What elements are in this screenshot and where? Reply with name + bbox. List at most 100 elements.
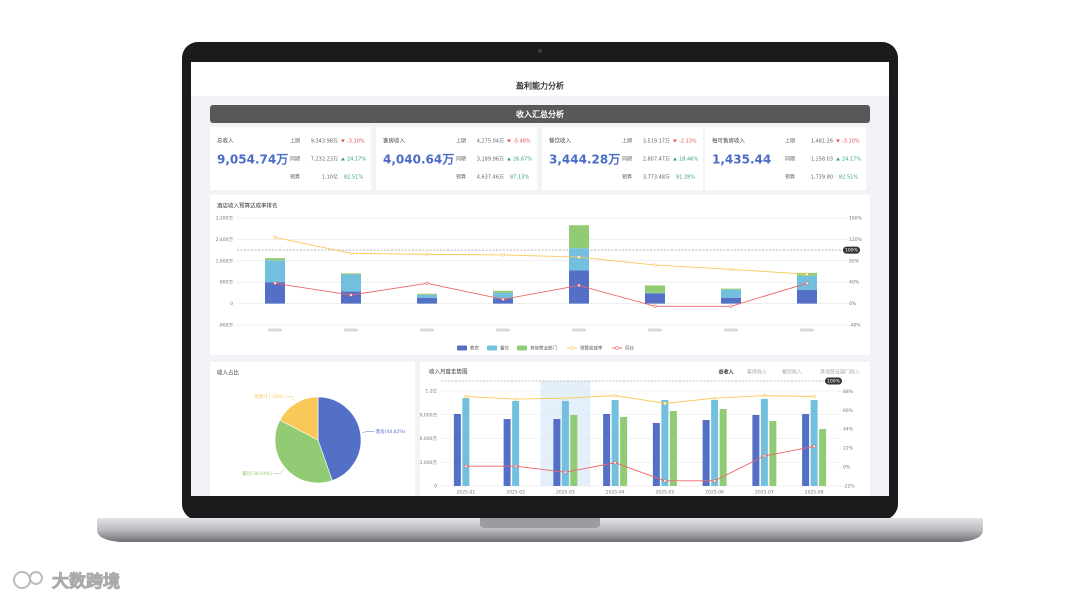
bar-segment (265, 258, 285, 261)
line-point (805, 281, 809, 285)
line-point (812, 394, 816, 399)
x-tick-label: 2025-03 (556, 490, 575, 496)
x-tick-label-blurred (724, 328, 738, 332)
bar (719, 408, 727, 486)
bar-segment (417, 297, 437, 304)
kpi-label: 总收入 (217, 137, 234, 145)
y2-tick-label: 120% (849, 237, 863, 243)
y-tick-label: 3,200万 (216, 216, 234, 222)
kpi-row-value: 2,807.47万 (643, 157, 670, 163)
bar-segment (341, 274, 361, 292)
line-point (273, 281, 277, 285)
y-tick-label: 3,000万 (420, 460, 438, 466)
legend-label: 客房 (470, 345, 479, 352)
kpi-row-value: 1,481.26 (811, 139, 833, 145)
bar-segment (569, 270, 589, 304)
y-tick-label: 9,000万 (420, 412, 438, 418)
line-point (713, 396, 717, 400)
line-point (653, 263, 657, 267)
watermark-logo (13, 571, 43, 589)
line-point (425, 281, 429, 285)
kpi-value: 9,054.74万 (217, 153, 288, 167)
y2-tick-label: 66% (843, 408, 854, 414)
pie-label: 其他(17.34%) (254, 393, 284, 400)
x-tick-label: 2025-05 (655, 490, 674, 496)
section-bar (210, 105, 870, 123)
kpi-row-label: 预算 (456, 174, 466, 181)
kpi-label: 客房收入 (383, 137, 406, 145)
x-tick-label-blurred (800, 328, 814, 332)
label-leader (362, 431, 375, 433)
bar-segment (721, 297, 741, 304)
bar-segment (265, 282, 285, 304)
line-point (613, 394, 617, 398)
bar (652, 422, 660, 486)
x-tick-label: 2025-04 (606, 490, 625, 496)
bar (453, 413, 461, 486)
x-tick-label-blurred (420, 328, 434, 332)
legend-point (615, 346, 619, 350)
line-point (514, 464, 518, 468)
legend-label: 其他营业部门 (530, 345, 557, 352)
arrow-up (673, 157, 677, 161)
kpi-row-value: 7,232.23万 (311, 157, 338, 163)
line-point (349, 293, 353, 297)
bar (711, 400, 719, 486)
kpi-change: -3.10% (347, 139, 365, 145)
kpi-change: -5.48% (513, 139, 531, 145)
line-point (501, 253, 505, 257)
line-point (273, 235, 277, 239)
bar (561, 400, 569, 486)
y2-tick-label: -40% (849, 323, 861, 329)
bar-segment (797, 289, 817, 304)
kpi-row-value: 9,343.98万 (311, 139, 338, 145)
bar-segment (493, 290, 513, 293)
x-tick-label: 2025-02 (506, 490, 525, 496)
label-leader (273, 469, 285, 474)
tab[interactable]: 客房收入 (747, 369, 767, 376)
x-tick-label: 2025-01 (456, 490, 475, 496)
x-tick-label-blurred (268, 328, 282, 332)
bar (661, 400, 669, 486)
kpi-rate: 91.28% (676, 175, 695, 181)
tab[interactable]: 总收入 (718, 369, 733, 376)
bar (462, 398, 470, 486)
arrow-down (836, 139, 840, 143)
line-point (762, 454, 766, 458)
bar-segment (569, 248, 589, 271)
x-tick-label: 2025-08 (805, 490, 824, 496)
kpi-row-value: 3,189.96万 (477, 157, 504, 163)
legend-label: 餐饮 (500, 345, 509, 352)
line-point (563, 396, 567, 400)
y2-tick-label: 40% (849, 280, 860, 286)
line-point (501, 297, 505, 301)
bar (503, 419, 511, 486)
tab[interactable]: 其他营业部门收入 (820, 369, 860, 376)
kpi-change: 26.67% (513, 157, 532, 163)
kpi-rate: 87.13% (510, 175, 529, 181)
arrow-up (836, 157, 840, 161)
kpi-change: 24.17% (347, 157, 366, 163)
line-point (464, 394, 468, 399)
y2-tick-label: 44% (843, 427, 854, 433)
legend-label: 预算完成率 (580, 345, 603, 352)
chart-title: 酒店收入预算达成率排名 (217, 202, 278, 210)
pie-slice (279, 396, 319, 441)
legend-swatch (457, 345, 467, 351)
y-tick-label: 6,000万 (420, 436, 438, 442)
bar (802, 413, 810, 486)
bar-segment (417, 293, 437, 295)
section-title: 收入汇总分析 (516, 109, 564, 119)
kpi-row-label: 上期 (456, 138, 466, 145)
kpi-row-label: 同期 (785, 157, 795, 163)
kpi-row-label: 上期 (785, 138, 795, 145)
reference-badge (825, 377, 842, 385)
arrow-down (507, 139, 511, 143)
kpi-card (705, 127, 866, 190)
bar (570, 414, 578, 486)
tab[interactable]: 餐饮收入 (782, 369, 802, 376)
bar-segment (721, 289, 741, 298)
bar (553, 419, 561, 486)
line (465, 395, 815, 404)
kpi-value: 1,435.44 (712, 153, 771, 167)
